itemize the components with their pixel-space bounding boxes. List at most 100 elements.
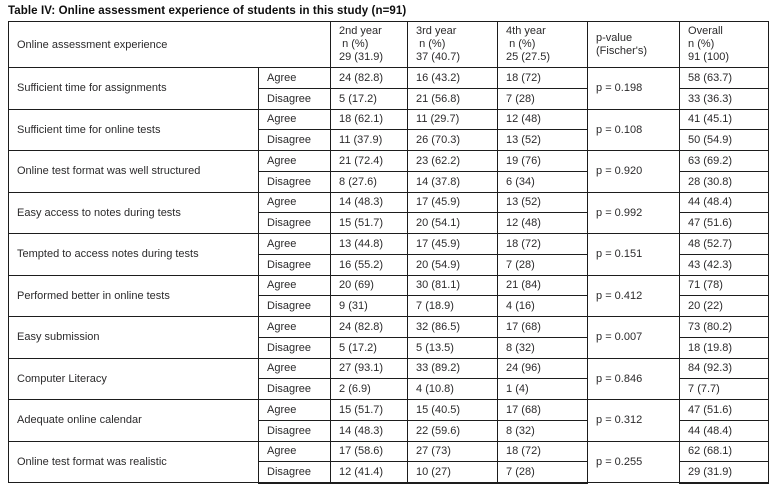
value-cell-2nd-year: 14 (48.3) [330,419,409,442]
table-row-agree: Computer Literacy Agree 27 (93.1) 33 (89.2)… [8,357,769,400]
choice-cell-disagree: Disagree [257,336,332,359]
value-cell-2nd-year: 20 (69) [330,274,409,297]
table-row-disagree: Disagree 12 (41.4) 10 (27) 7 (28) 29 (31.9) [9,461,769,484]
p-value-cell: p = 0.312 [587,399,681,442]
p-value-cell: p = 0.198 [587,67,681,110]
value-cell-2nd-year: 14 (48.3) [330,191,409,214]
header-line: n (%) [339,38,369,50]
table-row-disagree: Disagree 8 (27.6) 14 (37.8) 6 (34) 28 (30.8) [9,170,769,193]
value-cell-3rd-year: 32 (86.5) [407,316,499,338]
value-cell-2nd-year: 2 (6.9) [330,378,409,400]
header-line: 91 (100) [688,51,729,63]
overall-cell: 62 (68.1) [679,440,769,463]
value-cell-4th-year: 1 (4) [497,378,589,400]
table-row-disagree: Disagree 16 (55.2) 20 (54.9) 7 (28) 43 (42.3… [9,253,769,276]
overall-cell: 47 (51.6) [679,212,769,234]
p-value-cell: p = 0.412 [587,274,681,317]
value-cell-3rd-year: 20 (54.1) [407,212,499,234]
p-value-cell: p = 0.920 [587,150,681,193]
value-cell-4th-year: 19 (76) [497,150,589,172]
overall-cell: 43 (42.3) [679,253,769,276]
table-header: Online assessment experience 2nd year n (… [7,21,769,68]
value-cell-4th-year: 24 (96) [497,357,589,380]
column-header-2nd-year: 2nd year n (%) 29 (31.9) [330,21,409,68]
table-row-agree: Tempted to access notes during tests Agre… [8,233,769,276]
p-value-cell: p = 0.255 [587,440,681,483]
choice-cell-disagree: Disagree [257,253,332,276]
header-line: n (%) [416,38,446,50]
choice-cell-agree: Agree [257,150,332,172]
experience-cell: Online test format was well structured [8,150,259,193]
value-cell-3rd-year: 26 (70.3) [407,129,499,151]
table-row-agree: Sufficient time for assignments Agree 24 (… [8,67,769,110]
value-cell-4th-year: 18 (72) [497,67,589,89]
overall-cell: 44 (48.4) [679,191,769,214]
value-cell-2nd-year: 27 (93.1) [330,357,409,380]
experience-cell: Performed better in online tests [8,274,259,317]
header-line: 2nd year [339,25,382,37]
choice-cell-disagree: Disagree [257,295,332,317]
value-cell-2nd-year: 15 (51.7) [330,212,409,234]
p-value-cell: p = 0.108 [587,108,681,151]
choice-cell-agree: Agree [257,108,332,131]
value-cell-2nd-year: 16 (55.2) [330,253,409,276]
overall-cell: 33 (36.3) [679,87,769,110]
value-cell-2nd-year: 15 (51.7) [330,399,409,421]
overall-cell: 28 (30.8) [679,170,769,193]
value-cell-3rd-year: 20 (54.9) [407,253,499,276]
overall-cell: 47 (51.6) [679,399,769,421]
column-header-experience: Online assessment experience [7,21,332,68]
header-line: 4th year [506,25,546,37]
value-cell-3rd-year: 16 (43.2) [407,67,499,89]
table-title: Table IV: Online assessment experience o… [8,5,407,17]
overall-cell: 20 (22) [679,295,769,317]
choice-cell-disagree: Disagree [257,378,332,400]
value-cell-3rd-year: 7 (18.9) [407,295,499,317]
value-cell-2nd-year: 5 (17.2) [330,87,409,110]
table-row-agree: Adequate online calendar Agree 15 (51.7) 15… [8,399,769,442]
choice-cell-disagree: Disagree [257,170,332,193]
experience-cell: Adequate online calendar [8,399,259,442]
overall-cell: 44 (48.4) [679,419,769,442]
table-row-agree: Easy submission Agree 24 (82.8) 32 (86.5) 17… [8,316,769,359]
choice-cell-agree: Agree [257,440,332,463]
experience-cell: Computer Literacy [8,357,259,400]
value-cell-2nd-year: 11 (37.9) [330,129,409,151]
header-line: n (%) [506,38,536,50]
overall-cell: 73 (80.2) [679,316,769,338]
column-header-4th-year: 4th year n (%) 25 (27.5) [497,21,589,68]
table-row-agree: Performed better in online tests Agree 20 … [8,274,769,317]
table-row-agree: Online test format was well structured Ag… [8,150,769,193]
value-cell-4th-year: 13 (52) [497,129,589,151]
table-row-agree: Sufficient time for online tests Agree 18 … [8,108,769,151]
value-cell-2nd-year: 8 (27.6) [330,170,409,193]
choice-cell-agree: Agree [257,399,332,421]
overall-cell: 7 (7.7) [679,378,769,400]
choice-cell-disagree: Disagree [257,129,332,151]
overall-cell: 71 (78) [679,274,769,297]
value-cell-3rd-year: 15 (40.5) [407,399,499,421]
value-cell-3rd-year: 30 (81.1) [407,274,499,297]
overall-cell: 63 (69.2) [679,150,769,172]
value-cell-2nd-year: 5 (17.2) [330,336,409,359]
header-line: 25 (27.5) [506,51,551,63]
value-cell-3rd-year: 14 (37.8) [407,170,499,193]
value-cell-3rd-year: 23 (62.2) [407,150,499,172]
value-cell-4th-year: 18 (72) [497,233,589,255]
experience-cell: Easy submission [8,316,259,359]
choice-cell-disagree: Disagree [257,419,332,442]
header-line: Overall [688,25,723,37]
value-cell-3rd-year: 33 (89.2) [407,357,499,380]
value-cell-2nd-year: 12 (41.4) [330,461,409,484]
p-value-cell: p = 0.846 [587,357,681,400]
experience-cell: Tempted to access notes during tests [8,233,259,276]
column-header-p-value: p-value (Fischer's) [587,21,681,68]
value-cell-4th-year: 21 (84) [497,274,589,297]
table-row-agree: Easy access to notes during tests Agree 14… [8,191,769,234]
choice-cell-agree: Agree [257,191,332,214]
value-cell-4th-year: 8 (32) [497,419,589,442]
choice-cell-disagree: Disagree [257,87,332,110]
value-cell-4th-year: 7 (28) [497,87,589,110]
value-cell-3rd-year: 17 (45.9) [407,233,499,255]
